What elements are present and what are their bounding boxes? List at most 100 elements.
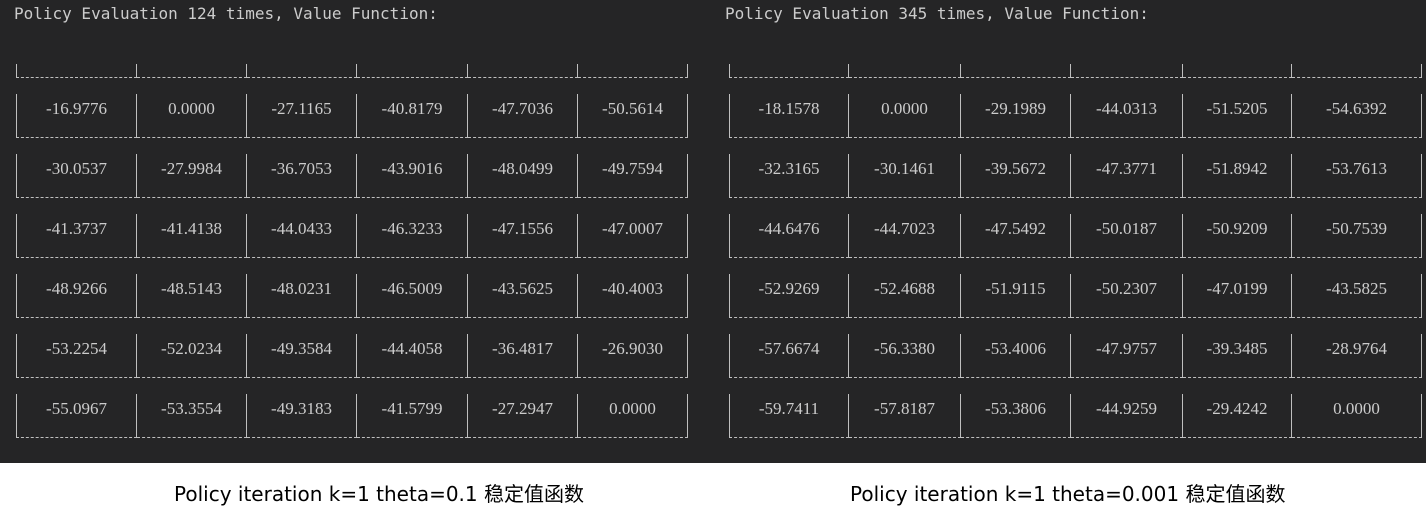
table-cell: -44.0313 — [1071, 94, 1183, 124]
table-cell: -47.3771 — [1071, 154, 1183, 184]
table-cell: -46.5009 — [357, 274, 468, 304]
table-cell: -53.2254 — [16, 334, 137, 364]
separator-cell — [16, 184, 137, 198]
table-cell: -48.5143 — [137, 274, 247, 304]
table-cell: -36.7053 — [247, 154, 357, 184]
separator-cell — [1292, 424, 1422, 438]
separator-cell — [137, 244, 247, 258]
table-cell: -50.2307 — [1071, 274, 1183, 304]
table-separator — [16, 124, 688, 154]
separator-cell — [1183, 424, 1292, 438]
separator-cell — [137, 424, 247, 438]
separator-cell — [961, 244, 1071, 258]
table-cell: 0.0000 — [849, 94, 961, 124]
table-cell: -46.3233 — [357, 214, 468, 244]
table-cell: -47.0199 — [1183, 274, 1292, 304]
separator-cell — [16, 424, 137, 438]
table-cell: -52.0234 — [137, 334, 247, 364]
separator-cell — [961, 304, 1071, 318]
separator-cell — [1183, 304, 1292, 318]
table-row: -16.9776 0.0000 -27.1165 -40.8179 -47.7036 -5… — [16, 94, 688, 124]
separator-cell — [1071, 64, 1183, 78]
separator-cell — [849, 424, 961, 438]
separator-cell — [849, 304, 961, 318]
table-cell: -48.0499 — [468, 154, 578, 184]
table-cell: -30.0537 — [16, 154, 137, 184]
separator-cell — [578, 64, 688, 78]
table-cell: -57.8187 — [849, 394, 961, 424]
separator-cell — [468, 304, 578, 318]
separator-cell — [1183, 64, 1292, 78]
table-separator — [16, 364, 688, 394]
separator-cell — [849, 64, 961, 78]
table-cell: -47.5492 — [961, 214, 1071, 244]
table-cell: -47.9757 — [1071, 334, 1183, 364]
separator-cell — [137, 364, 247, 378]
table-cell: -54.6392 — [1292, 94, 1422, 124]
table-cell: -51.9115 — [961, 274, 1071, 304]
separator-cell — [1071, 244, 1183, 258]
table-row: -59.7411 -57.8187 -53.3806 -44.9259 -29.4242… — [729, 394, 1422, 424]
separator-cell — [468, 124, 578, 138]
table-row: -53.2254 -52.0234 -49.3584 -44.4058 -36.4817… — [16, 334, 688, 364]
table-separator — [729, 304, 1422, 334]
separator-cell — [1071, 424, 1183, 438]
separator-cell — [137, 184, 247, 198]
separator-cell — [137, 64, 247, 78]
separator-cell — [1292, 64, 1422, 78]
table-separator — [729, 184, 1422, 214]
separator-cell — [1183, 124, 1292, 138]
separator-cell — [1183, 244, 1292, 258]
separator-cell — [247, 184, 357, 198]
separator-cell — [1071, 304, 1183, 318]
separator-cell — [1071, 124, 1183, 138]
table-cell: -53.7613 — [1292, 154, 1422, 184]
separator-cell — [849, 124, 961, 138]
separator-cell — [578, 244, 688, 258]
separator-cell — [849, 244, 961, 258]
separator-cell — [137, 124, 247, 138]
table-cell: -48.0231 — [247, 274, 357, 304]
table-row: -30.0537 -27.9984 -36.7053 -43.9016 -48.0499… — [16, 154, 688, 184]
table-cell: -50.0187 — [1071, 214, 1183, 244]
table-separator — [16, 244, 688, 274]
table-cell: -49.7594 — [578, 154, 688, 184]
separator-cell — [357, 424, 468, 438]
separator-cell — [1292, 244, 1422, 258]
table-cell: -28.9764 — [1292, 334, 1422, 364]
table-separator — [16, 184, 688, 214]
separator-cell — [961, 64, 1071, 78]
separator-cell — [1071, 184, 1183, 198]
separator-cell — [468, 244, 578, 258]
table-cell: -55.0967 — [16, 394, 137, 424]
table-separator — [729, 364, 1422, 394]
table-cell: -41.3737 — [16, 214, 137, 244]
table-cell: -47.7036 — [468, 94, 578, 124]
separator-cell — [468, 424, 578, 438]
separator-cell — [729, 304, 849, 318]
table-cell: -49.3183 — [247, 394, 357, 424]
separator-cell — [247, 124, 357, 138]
value-function-table: -16.9776 0.0000 -27.1165 -40.8179 -47.7036 -5… — [16, 64, 688, 454]
separator-cell — [729, 424, 849, 438]
separator-cell — [16, 364, 137, 378]
separator-cell — [961, 424, 1071, 438]
separator-cell — [137, 304, 247, 318]
panel-header: Policy Evaluation 345 times, Value Funct… — [725, 4, 1149, 23]
separator-cell — [1071, 364, 1183, 378]
separator-cell — [247, 304, 357, 318]
terminal-panel-left: Policy Evaluation 124 times, Value Funct… — [0, 0, 711, 463]
table-cell: 0.0000 — [137, 94, 247, 124]
table-cell: -29.1989 — [961, 94, 1071, 124]
table-cell: -49.3584 — [247, 334, 357, 364]
table-row: -57.6674 -56.3380 -53.4006 -47.9757 -39.3485… — [729, 334, 1422, 364]
table-cell: -16.9776 — [16, 94, 137, 124]
separator-cell — [247, 64, 357, 78]
table-cell: -48.9266 — [16, 274, 137, 304]
separator-cell — [247, 244, 357, 258]
table-cell: -56.3380 — [849, 334, 961, 364]
table-cell: -41.4138 — [137, 214, 247, 244]
table-cell: -43.5625 — [468, 274, 578, 304]
table-cell: -53.3806 — [961, 394, 1071, 424]
caption-left: Policy iteration k=1 theta=0.1 稳定值函数 — [174, 482, 584, 506]
